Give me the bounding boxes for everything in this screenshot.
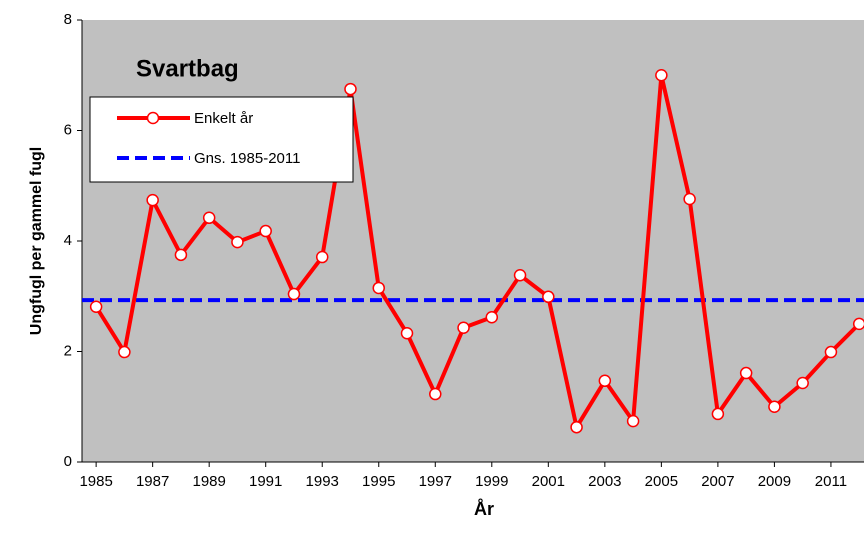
point: [89, 300, 103, 313]
x-tick-label: 1991: [249, 473, 282, 490]
x-axis-label: År: [474, 499, 494, 519]
point: [259, 224, 272, 238]
point: [768, 400, 781, 413]
x-tick-label: 1989: [192, 473, 225, 490]
x-tick-label: 2001: [532, 473, 565, 490]
point: [655, 69, 668, 82]
y-tick-label: 8: [64, 11, 72, 28]
x-tick-label: 1995: [362, 473, 395, 490]
x-tick-label: 1997: [419, 473, 452, 490]
y-axis-label: Ungfugl per gammel fugl: [28, 147, 45, 335]
x-tick-label: 2005: [645, 473, 678, 490]
point: [542, 290, 555, 304]
x-tick-label: 2003: [588, 473, 621, 490]
point: [598, 374, 612, 388]
x-tick-label: 1993: [306, 473, 339, 490]
point: [485, 310, 499, 324]
point: [287, 287, 301, 301]
plot-area: [82, 20, 864, 462]
point: [513, 269, 527, 282]
x-tick-label: 1985: [79, 473, 112, 490]
legend: [89, 96, 354, 183]
point: [231, 235, 244, 249]
x-tick-label: 2009: [758, 473, 791, 490]
point: [852, 317, 864, 331]
point: [315, 250, 329, 264]
point: [457, 321, 470, 334]
point: [796, 376, 809, 390]
point: [146, 193, 159, 207]
point: [570, 420, 583, 434]
point: [174, 248, 188, 262]
y-tick-label: 0: [64, 453, 72, 470]
x-tick-label: 2007: [701, 473, 734, 490]
legend-label: Gns. 1985-2011: [194, 150, 300, 167]
point: [118, 345, 131, 359]
point: [202, 211, 216, 225]
legend-marker: [146, 111, 160, 125]
y-tick-label: 6: [64, 121, 72, 138]
y-tick-label: 4: [64, 232, 72, 249]
point: [400, 327, 414, 340]
point: [372, 281, 385, 295]
y-tick-label: 2: [64, 342, 72, 359]
chart-title: Svartbag: [136, 55, 239, 82]
point: [824, 345, 838, 359]
point: [626, 414, 640, 428]
x-tick-label: 1999: [475, 473, 508, 490]
x-tick-label: 1987: [136, 473, 169, 490]
point: [683, 192, 696, 206]
point: [429, 387, 442, 401]
point: [344, 82, 357, 96]
point: [739, 366, 753, 380]
x-tick-label: 2011: [815, 473, 847, 490]
point: [711, 407, 725, 421]
legend-label: Enkelt år: [194, 110, 253, 127]
series-line: [94, 73, 861, 430]
